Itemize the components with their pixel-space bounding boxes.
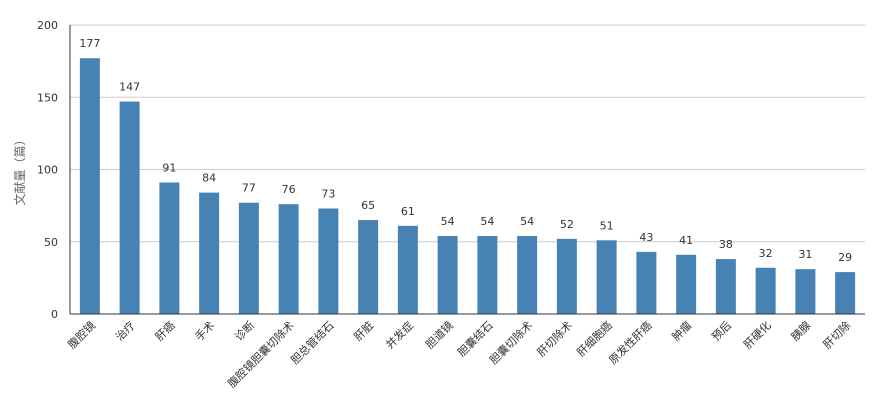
x-tick-label: 并发症 — [383, 318, 416, 351]
bar — [755, 267, 776, 314]
data-labels: 177 147 91 84 77 76 73 65 61 54 54 54 52 51 43 41 38 32 31… — [79, 37, 852, 264]
data-label: 31 — [798, 248, 812, 261]
data-label: 29 — [838, 251, 852, 264]
x-tick-label: 胆总管结石 — [288, 318, 337, 367]
x-tick-label: 原发性肝癌 — [606, 318, 655, 367]
y-tick-label: 50 — [44, 236, 58, 249]
bar — [715, 259, 736, 314]
bar — [159, 182, 180, 314]
bar — [835, 272, 856, 314]
x-tick-label: 肿瘤 — [669, 318, 694, 343]
x-tick-label: 胆囊切除术 — [486, 318, 535, 367]
data-label: 73 — [321, 188, 335, 201]
y-tick-label: 200 — [37, 19, 58, 32]
x-tick-label: 腹腔镜 — [65, 318, 98, 351]
bar — [119, 101, 140, 315]
data-label: 54 — [441, 215, 455, 228]
x-tick-label: 肝脏 — [351, 319, 376, 344]
y-tick-label: 0 — [51, 308, 58, 321]
x-tick-label: 手术 — [192, 318, 217, 343]
x-tick-label: 预后 — [709, 319, 734, 344]
x-tick-label: 肝硬化 — [741, 318, 774, 351]
bar — [517, 235, 538, 314]
x-tick-label: 治疗 — [112, 318, 137, 343]
data-label: 52 — [560, 218, 574, 231]
bar — [358, 220, 379, 314]
bar — [556, 238, 577, 314]
data-label: 76 — [282, 183, 296, 196]
data-label: 43 — [639, 231, 653, 244]
data-label: 38 — [719, 238, 733, 251]
data-label: 54 — [480, 215, 494, 228]
data-label: 32 — [759, 247, 773, 260]
bar — [278, 204, 299, 314]
y-axis-ticks: 0 50 100 150 200 — [37, 19, 58, 321]
x-tick-label: 肝细胞癌 — [574, 318, 615, 359]
x-tick-label: 腹腔镜胆囊切除术 — [225, 318, 297, 390]
bar — [676, 254, 697, 314]
bar — [795, 269, 816, 314]
bar — [477, 235, 498, 314]
bar — [636, 251, 657, 314]
data-label: 54 — [520, 215, 534, 228]
x-tick-label: 肝癌 — [152, 318, 177, 343]
gridlines — [70, 24, 865, 243]
bar — [318, 208, 339, 314]
data-label: 147 — [119, 81, 140, 94]
data-label: 91 — [162, 162, 176, 175]
bar — [199, 192, 220, 314]
y-tick-label: 150 — [37, 91, 58, 104]
data-label: 177 — [79, 37, 100, 50]
bars — [79, 58, 856, 315]
y-tick-label: 100 — [37, 164, 58, 177]
data-label: 51 — [600, 219, 614, 232]
bar — [238, 202, 259, 314]
bar — [596, 240, 617, 314]
data-label: 41 — [679, 234, 693, 247]
x-tick-label: 胆囊结石 — [454, 318, 495, 359]
bar — [79, 58, 100, 314]
bar — [397, 225, 418, 314]
x-tick-label: 肝切除 — [820, 318, 853, 351]
data-label: 84 — [202, 172, 216, 185]
data-label: 65 — [361, 199, 375, 212]
data-label: 61 — [401, 205, 415, 218]
x-tick-label: 胰腺 — [788, 318, 813, 343]
x-tick-label: 诊断 — [232, 318, 257, 343]
data-label: 77 — [242, 182, 256, 195]
bar — [437, 235, 458, 314]
y-axis-label: 文献量（篇） — [12, 133, 27, 205]
x-tick-label: 胆道镜 — [423, 318, 456, 351]
x-tick-label: 肝切除术 — [534, 318, 575, 359]
